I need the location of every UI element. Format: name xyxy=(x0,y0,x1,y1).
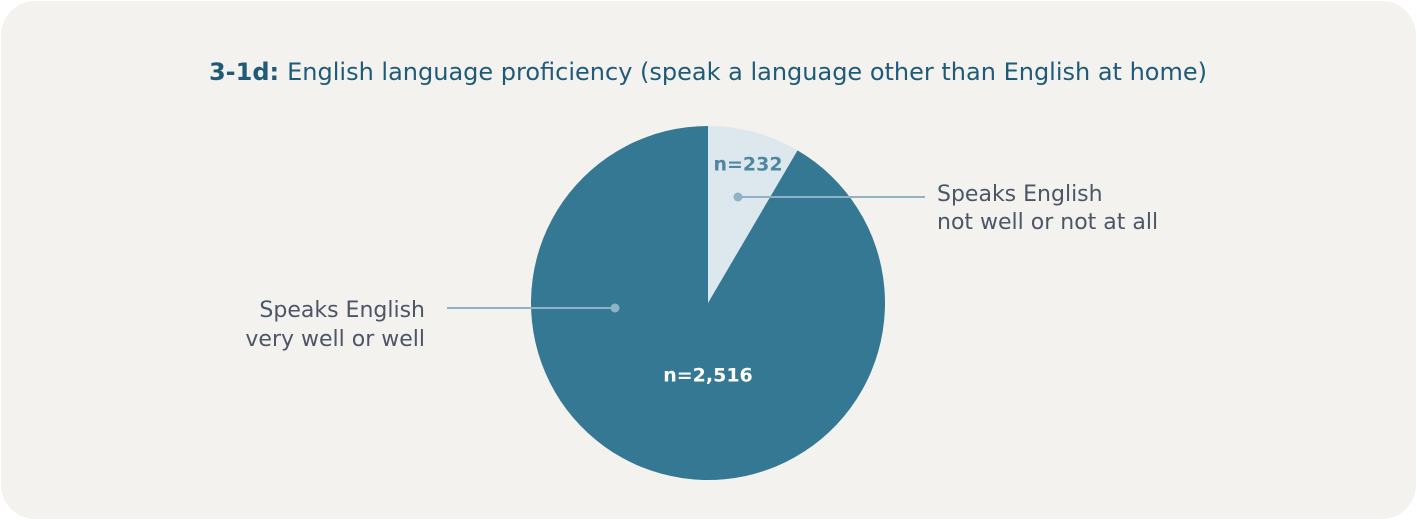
value-label: n=232 xyxy=(713,154,782,176)
slice-label: not well or not at all xyxy=(937,210,1158,235)
pie-slice xyxy=(530,126,885,480)
title-prefix: 3-1d: xyxy=(209,58,279,86)
slice-label: Speaks English xyxy=(937,182,1103,207)
leader-dot xyxy=(733,192,743,202)
pie-slice xyxy=(708,126,798,303)
chart-title: 3-1d: English language proficiency (speak… xyxy=(209,58,1207,86)
slice-label: very well or well xyxy=(245,327,425,352)
title-text: English language proficiency (speak a la… xyxy=(287,58,1207,86)
leader-dot xyxy=(610,303,620,313)
slice-label: Speaks English xyxy=(259,298,425,323)
value-label: n=2,516 xyxy=(663,365,753,387)
